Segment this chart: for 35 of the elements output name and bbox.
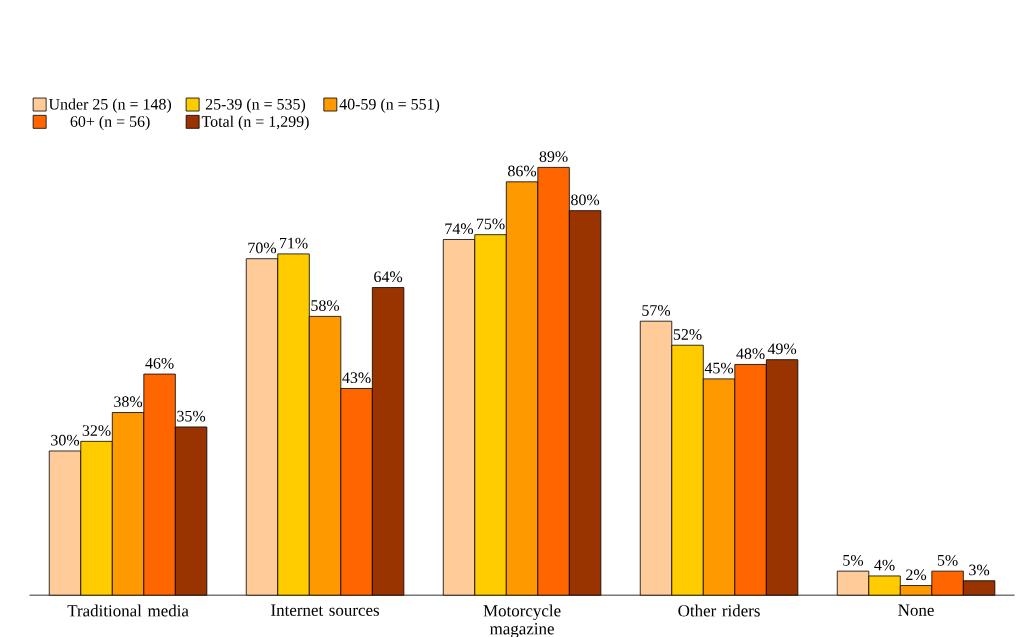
data-label: 89% — [539, 151, 568, 162]
data-label: 5% — [937, 554, 958, 566]
legend-label: Total (n = 1,299) — [201, 115, 309, 131]
data-label: 52% — [673, 329, 702, 340]
x-tick-label: Motorcycle magazine — [483, 604, 561, 637]
data-label: 75% — [476, 218, 505, 230]
data-label: 45% — [704, 362, 734, 374]
data-label: 86% — [508, 165, 537, 177]
data-label: 38% — [114, 396, 143, 408]
data-label: 49% — [767, 343, 797, 355]
data-label: 74% — [445, 223, 474, 235]
data-label: 58% — [311, 300, 340, 311]
data-label: 35% — [177, 410, 206, 422]
data-label: 57% — [642, 305, 671, 316]
x-tick-label: Other riders — [678, 604, 760, 617]
data-label: 48% — [736, 348, 765, 360]
data-label: 64% — [374, 271, 403, 283]
data-label: 43% — [342, 372, 371, 384]
x-tick-label: Internet sources — [271, 604, 380, 616]
data-label: 80% — [571, 194, 600, 206]
data-label: 71% — [279, 237, 308, 249]
data-label: 32% — [82, 425, 111, 436]
x-tick-label: Traditional media — [67, 604, 189, 617]
data-label: 2% — [906, 569, 927, 581]
data-label: 30% — [51, 434, 80, 446]
legend-label: 60+ (n = 56) — [70, 115, 150, 131]
legend-label: Under 25 (n = 148) — [48, 98, 172, 113]
legend-label: 40-59 (n = 551) — [339, 98, 440, 113]
data-label: 70% — [248, 242, 277, 254]
data-label: 4% — [874, 559, 895, 571]
x-tick-label: None — [898, 604, 934, 616]
data-label: 3% — [969, 564, 990, 576]
legend-label: 25-39 (n = 535) — [205, 98, 306, 113]
data-label: 46% — [145, 357, 174, 369]
data-label: 5% — [843, 554, 864, 566]
